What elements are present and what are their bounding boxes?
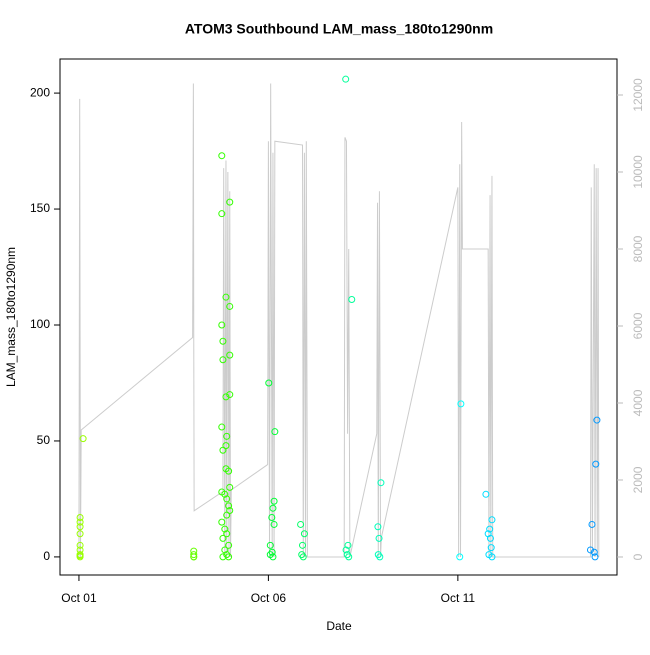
y-axis-label: LAM_mass_180to1290nm bbox=[4, 247, 18, 387]
y2-tick-label: 8000 bbox=[631, 235, 645, 262]
point bbox=[221, 525, 229, 533]
point bbox=[486, 525, 494, 533]
point bbox=[76, 553, 84, 561]
point bbox=[374, 523, 382, 531]
x-tick-label: Oct 06 bbox=[251, 591, 287, 605]
point bbox=[268, 548, 276, 556]
point bbox=[590, 548, 598, 556]
point bbox=[269, 504, 277, 512]
point bbox=[76, 541, 84, 549]
point bbox=[487, 544, 495, 552]
point bbox=[219, 337, 227, 345]
point bbox=[269, 553, 277, 561]
point bbox=[226, 302, 234, 310]
point bbox=[342, 546, 350, 554]
point bbox=[226, 391, 234, 399]
x-tick-label: Oct 01 bbox=[61, 591, 97, 605]
point bbox=[268, 513, 276, 521]
point bbox=[588, 520, 596, 528]
point bbox=[223, 432, 231, 440]
point bbox=[223, 511, 231, 519]
point bbox=[218, 210, 226, 218]
x-tick-label: Oct 11 bbox=[441, 591, 476, 605]
plot-frame bbox=[59, 58, 618, 576]
point bbox=[76, 523, 84, 531]
point bbox=[266, 541, 274, 549]
point bbox=[76, 513, 84, 521]
y2-tick-label: 6000 bbox=[631, 312, 645, 339]
point bbox=[270, 497, 278, 505]
chart-title: ATOM3 Southbound LAM_mass_180to1290nm bbox=[185, 21, 493, 37]
point bbox=[190, 553, 198, 561]
point bbox=[299, 553, 307, 561]
y2-tick-label: 0 bbox=[631, 553, 645, 560]
y-tick-label: 150 bbox=[30, 201, 50, 215]
point bbox=[225, 553, 233, 561]
y2-tick-label: 2000 bbox=[631, 466, 645, 493]
point bbox=[218, 321, 226, 329]
point bbox=[344, 541, 352, 549]
point bbox=[271, 428, 279, 436]
point bbox=[225, 467, 233, 475]
point bbox=[375, 534, 383, 542]
point bbox=[486, 534, 494, 542]
point bbox=[482, 490, 490, 498]
point bbox=[76, 530, 84, 538]
point bbox=[225, 502, 233, 510]
point bbox=[297, 520, 305, 528]
point bbox=[270, 520, 278, 528]
point bbox=[221, 490, 229, 498]
point bbox=[591, 553, 599, 561]
y2-tick-label: 4000 bbox=[631, 389, 645, 416]
point bbox=[265, 379, 273, 387]
point bbox=[218, 518, 226, 526]
y-tick-label: 0 bbox=[43, 549, 50, 563]
y-tick-label: 50 bbox=[37, 433, 51, 447]
point bbox=[218, 423, 226, 431]
point bbox=[376, 553, 384, 561]
point bbox=[76, 518, 84, 526]
y2-tick-label: 12000 bbox=[631, 78, 645, 112]
point bbox=[488, 516, 496, 524]
point bbox=[592, 460, 600, 468]
point bbox=[226, 483, 234, 491]
point bbox=[377, 479, 385, 487]
point bbox=[222, 393, 230, 401]
point bbox=[223, 530, 231, 538]
point bbox=[457, 400, 465, 408]
point bbox=[226, 198, 234, 206]
point bbox=[586, 546, 594, 554]
point bbox=[190, 551, 198, 559]
altitude-line bbox=[78, 83, 600, 558]
point bbox=[219, 534, 227, 542]
point bbox=[219, 446, 227, 454]
point bbox=[218, 152, 226, 160]
point bbox=[223, 551, 231, 559]
point bbox=[300, 530, 308, 538]
point bbox=[79, 435, 87, 443]
point bbox=[225, 541, 233, 549]
point bbox=[345, 553, 353, 561]
point bbox=[226, 351, 234, 359]
point bbox=[593, 416, 601, 424]
point bbox=[488, 553, 496, 561]
point bbox=[342, 75, 350, 83]
y-tick-label: 100 bbox=[30, 317, 50, 331]
point bbox=[299, 541, 307, 549]
point bbox=[348, 295, 356, 303]
point bbox=[222, 293, 230, 301]
y2-tick-label: 10000 bbox=[631, 155, 645, 189]
point bbox=[223, 495, 231, 503]
point bbox=[221, 546, 229, 554]
y-tick-label: 200 bbox=[30, 85, 50, 99]
point bbox=[219, 356, 227, 364]
point bbox=[456, 553, 464, 561]
x-axis-label: Date bbox=[326, 619, 352, 633]
